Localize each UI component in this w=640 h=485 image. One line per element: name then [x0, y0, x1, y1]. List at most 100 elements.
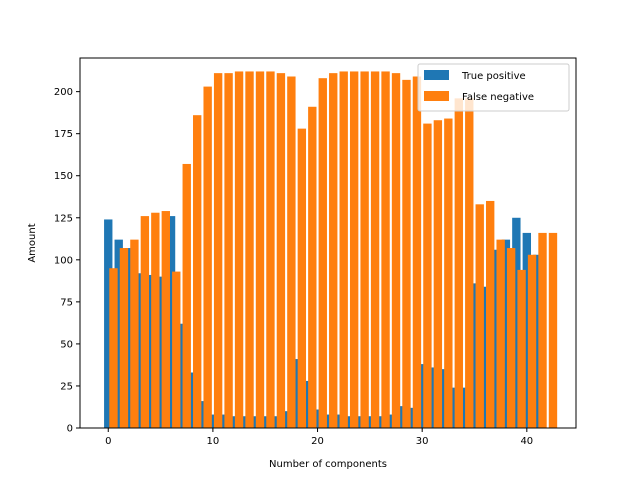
bar-false-negative-9 [203, 86, 212, 428]
bar-false-negative-28 [402, 79, 411, 428]
bar-false-negative-32 [444, 118, 453, 428]
bar-true-positive-6 [166, 216, 176, 428]
bar-false-negative-37 [496, 239, 505, 428]
bar-false-negative-20 [318, 78, 327, 428]
bar-true-positive-36 [480, 286, 490, 428]
bar-false-negative-34 [465, 98, 474, 428]
bar-true-positive-32 [438, 369, 448, 428]
bar-false-negative-42 [548, 232, 558, 428]
y-tick-label: 150 [54, 171, 73, 182]
bar-true-positive-13 [240, 416, 249, 428]
bar-true-positive-15 [261, 416, 270, 428]
bar-true-positive-29 [407, 407, 416, 428]
bar-true-positive-19 [302, 380, 312, 428]
bar-true-positive-33 [449, 387, 458, 428]
bar-false-negative-22 [339, 71, 348, 429]
bar-false-negative-10 [213, 73, 223, 429]
x-tick-label: 10 [207, 436, 220, 447]
y-tick-label: 100 [54, 255, 73, 266]
bar-false-negative-4 [151, 212, 160, 428]
y-tick-label: 200 [54, 87, 73, 98]
bar-false-negative-0 [109, 268, 118, 428]
x-axis-ticks: 0 10 20 30 40 [105, 428, 533, 447]
bar-true-positive-26 [376, 416, 385, 428]
bar-true-positive-31 [428, 367, 437, 428]
bar-true-positive-20 [313, 409, 322, 428]
bar-true-positive-28 [397, 406, 406, 428]
legend-swatch-true-positive [424, 70, 449, 80]
bar-true-positive-17 [281, 411, 291, 428]
bar-true-positive-3 [135, 273, 144, 428]
x-tick-label: 0 [105, 436, 111, 447]
legend: True positive False negative [417, 63, 570, 112]
bar-true-positive-30 [417, 364, 427, 428]
y-tick-label: 25 [60, 381, 73, 392]
bar-true-positive-11 [219, 414, 228, 428]
bar-false-negative-16 [276, 73, 286, 429]
y-tick-label: 0 [67, 424, 73, 435]
bar-false-negative-38 [506, 248, 516, 428]
bar-false-negative-41 [538, 232, 547, 428]
bar-false-negative-25 [370, 71, 380, 429]
x-tick-label: 20 [311, 436, 324, 447]
y-axis-ticks: 0 25 50 75 100 125 150 175 200 [54, 87, 80, 435]
legend-label-false-negative: False negative [462, 92, 534, 103]
bar-true-positive-1 [114, 239, 123, 428]
x-axis-label: Number of components [269, 459, 387, 470]
bar-true-positive-0 [104, 219, 113, 428]
bar-false-negative-18 [297, 128, 307, 429]
bar-true-positive-41 [533, 254, 542, 428]
bar-true-positive-21 [323, 414, 333, 428]
bar-false-negative-15 [266, 71, 275, 429]
bar-true-positive-25 [365, 416, 375, 428]
bar-false-negative-23 [349, 71, 359, 429]
plot-frame [79, 57, 577, 429]
bar-true-positive-10 [208, 414, 218, 428]
bar-true-positive-23 [344, 416, 354, 428]
bar-false-negative-14 [255, 71, 265, 429]
bar-false-negative-26 [381, 71, 390, 429]
bar-true-positive-8 [187, 372, 197, 428]
bar-false-negative-35 [475, 204, 484, 428]
bar-true-positive-4 [145, 274, 155, 428]
bar-false-negative-40 [527, 254, 537, 428]
bar-true-positive-38 [501, 239, 511, 428]
bar-true-positive-24 [355, 416, 364, 428]
y-axis-label: Amount [27, 223, 38, 262]
bar-false-negative-36 [486, 200, 495, 428]
bar-true-positive-35 [470, 283, 479, 428]
bar-true-positive-39 [512, 217, 521, 428]
bar-false-negative-21 [329, 73, 338, 429]
x-tick-label: 40 [520, 436, 533, 447]
legend-label-true-positive: True positive [461, 71, 526, 82]
bar-true-positive-18 [292, 359, 301, 428]
bar-false-negative-31 [433, 120, 443, 429]
bar-false-negative-11 [224, 73, 233, 429]
bar-true-positive-40 [522, 232, 532, 428]
bar-false-negative-39 [517, 269, 526, 428]
y-tick-label: 50 [60, 339, 73, 350]
y-tick-label: 125 [54, 213, 73, 224]
legend-frame [417, 63, 570, 112]
legend-swatch-false-negative [424, 91, 449, 101]
bar-true-positive-27 [386, 414, 395, 428]
bar-false-negative-5 [161, 211, 170, 428]
x-tick-label: 30 [416, 436, 429, 447]
bar-true-positive-16 [271, 416, 280, 428]
bar-false-negative-12 [234, 71, 244, 429]
y-tick-label: 175 [54, 129, 73, 140]
bar-false-negative-27 [391, 73, 401, 429]
bar-false-negative-17 [287, 76, 296, 428]
bar-false-negative-33 [454, 98, 463, 428]
bar-false-negative-24 [360, 71, 369, 429]
bar-false-negative-7 [182, 163, 191, 429]
bar-false-negative-3 [140, 216, 150, 428]
bar-false-negative-1 [119, 248, 129, 428]
bar-true-positive-2 [124, 248, 134, 428]
bar-false-negative-19 [308, 106, 317, 428]
bar-true-positive-9 [198, 401, 207, 428]
bar-true-positive-22 [334, 414, 343, 428]
bars-group [104, 71, 558, 429]
